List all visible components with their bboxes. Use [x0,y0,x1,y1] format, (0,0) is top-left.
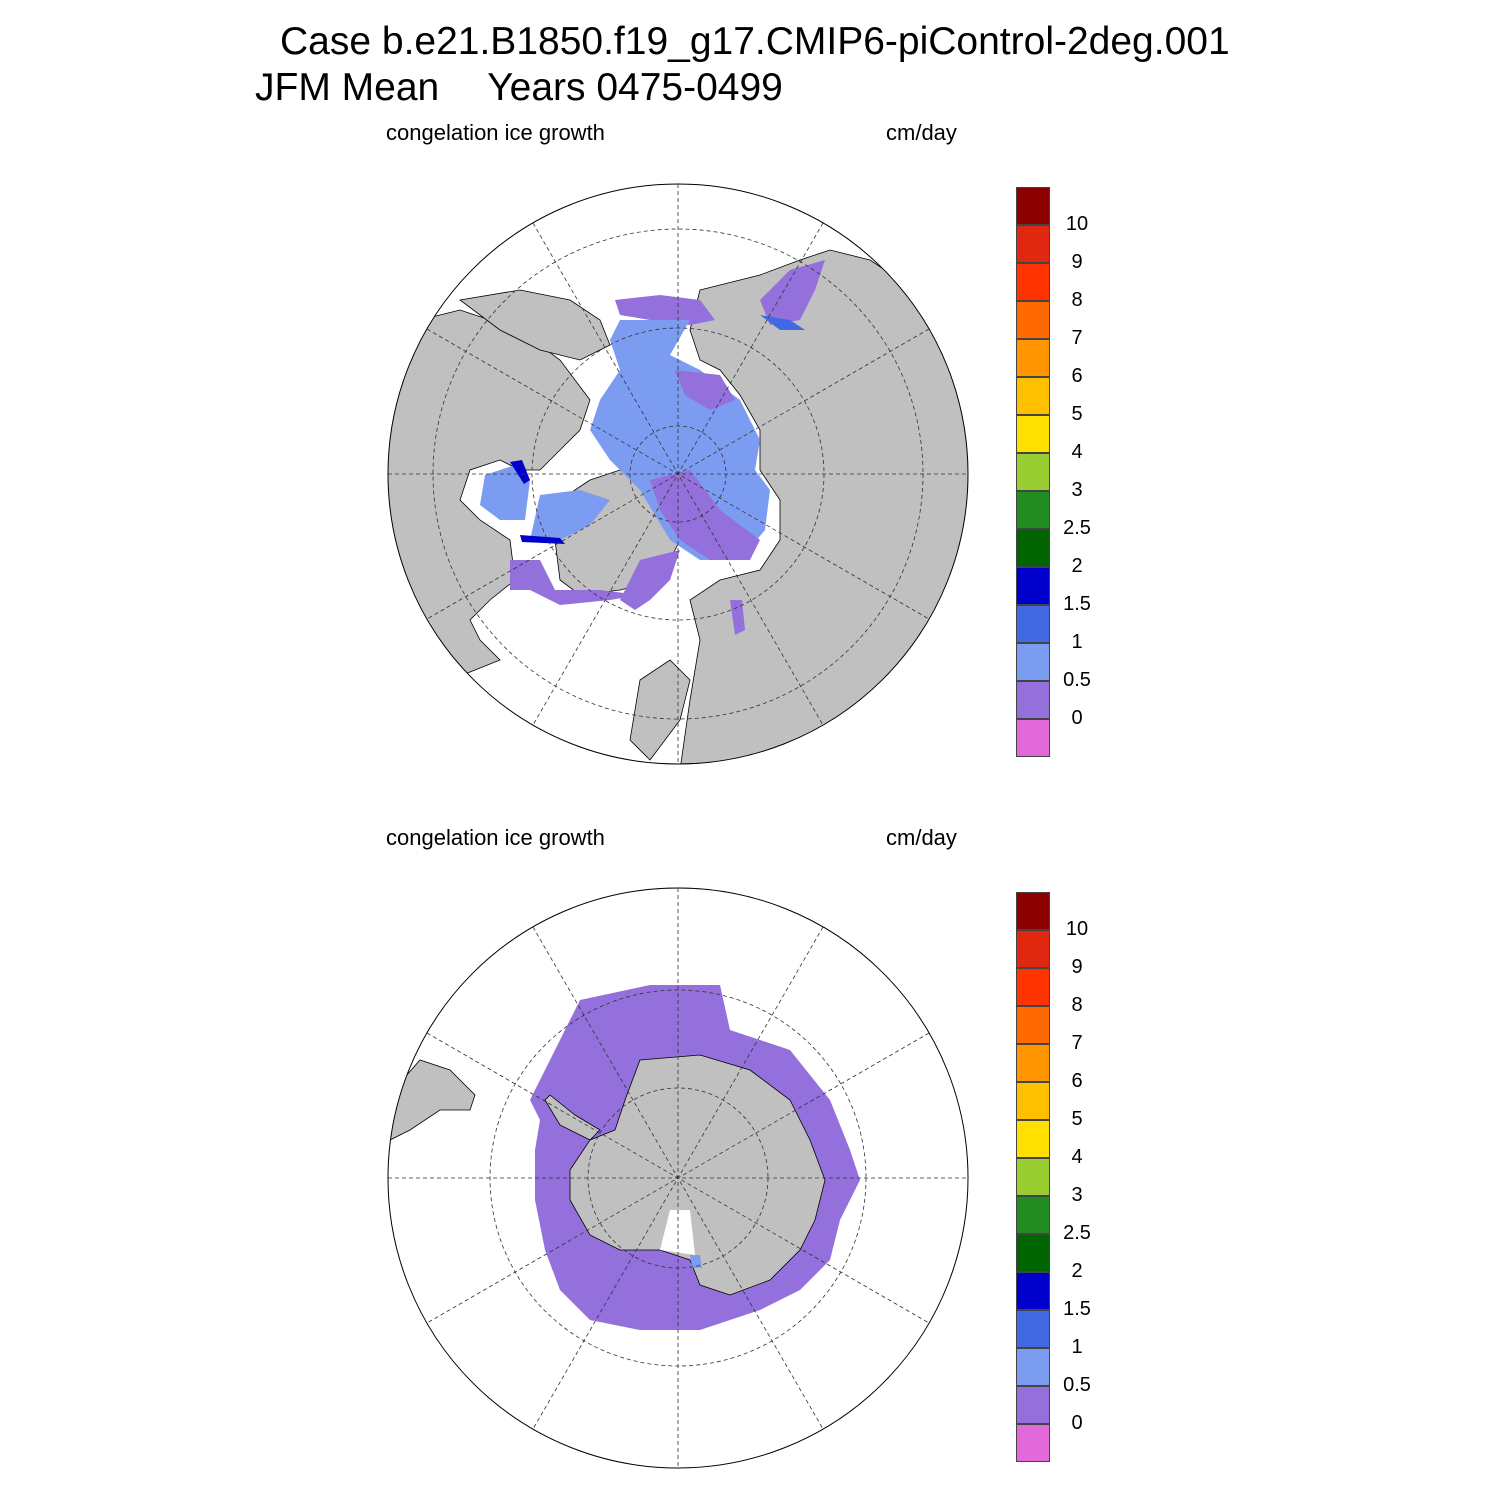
figure-season-title: JFM Mean Years 0475-0499 [255,66,783,110]
south-colorbar-swatch [1016,1006,1050,1044]
north-colorbar-label: 2.5 [1063,517,1091,539]
north-colorbar-label: 3 [1071,479,1083,501]
south-colorbar-swatch [1016,1082,1050,1120]
south-colorbar-label: 0.5 [1063,1374,1091,1396]
ice-central-arctic [590,320,770,560]
north-polar-map [387,183,969,765]
south-colorbar-label: 4 [1071,1146,1083,1168]
ice-barents-kara [650,470,760,560]
europe-land [629,659,691,761]
south-map-border [387,887,969,1469]
north-colorbar-swatch [1016,377,1050,415]
antarctica-land [569,1054,826,1296]
ice-labrador-sea [510,560,640,605]
north-colorbar-swatch [1016,301,1050,339]
north-colorbar-label: 0.5 [1063,669,1091,691]
south-colorbar-label: 10 [1065,918,1089,940]
south-variable-label: congelation ice growth [386,825,605,850]
north-colorbar-swatch [1016,187,1050,225]
south-colorbar-swatch [1016,968,1050,1006]
north-colorbar-swatch [1016,605,1050,643]
south-colorbar-swatch [1016,1310,1050,1348]
south-colorbar-label: 9 [1071,956,1083,978]
north-graticule [388,184,968,764]
figure-case-title: Case b.e21.B1850.f19_g17.CMIP6-piControl… [280,20,1230,63]
years-label: Years 0475-0499 [487,66,783,109]
south-colorbar-swatch [1016,1044,1050,1082]
north-colorbar-label: 8 [1071,289,1083,311]
north-colorbar-label: 1 [1071,631,1083,653]
south-units-label: cm/day [886,825,957,850]
south-colorbar-label: 0 [1071,1412,1083,1434]
south-colorbar-label: 1.5 [1063,1298,1091,1320]
north-colorbar-swatch [1016,567,1050,605]
north-colorbar-swatch [1016,415,1050,453]
north-colorbar-label: 0 [1071,707,1083,729]
ice-bering-sea [615,295,715,325]
ice-hudson-bay [480,465,530,520]
north-colorbar-label: 4 [1071,441,1083,463]
south-colorbar-swatch [1016,1120,1050,1158]
north-colorbar-label: 10 [1065,213,1089,235]
north-colorbar-label: 9 [1071,251,1083,273]
south-colorbar-swatch [1016,1158,1050,1196]
north-colorbar-swatch [1016,225,1050,263]
south-colorbar-label: 6 [1071,1070,1083,1092]
south-colorbar-label: 8 [1071,994,1083,1016]
south-colorbar-label: 5 [1071,1108,1083,1130]
north-colorbar-swatch [1016,453,1050,491]
north-variable-label: congelation ice growth [386,120,605,145]
south-america-land [388,1059,476,1141]
south-colorbar-swatch [1016,892,1050,930]
south-colorbar-label: 2 [1071,1260,1083,1282]
north-colorbar-label: 5 [1071,403,1083,425]
south-polar-map [387,887,969,1469]
north-colorbar-swatch [1016,643,1050,681]
south-colorbar-label: 1 [1071,1336,1083,1358]
ross-sea [660,1210,695,1255]
north-colorbar-swatch [1016,263,1050,301]
south-colorbar-label: 3 [1071,1184,1083,1206]
south-colorbar-label: 2.5 [1063,1222,1091,1244]
north-map-border [387,183,969,765]
south-colorbar-swatch [1016,1196,1050,1234]
north-colorbar-swatch [1016,529,1050,567]
ice-ross-edge [690,1255,702,1268]
south-colorbar-swatch [1016,1424,1050,1462]
north-colorbar-label: 1.5 [1063,593,1091,615]
ice-baffin-bay [530,490,610,540]
ice-okhotsk-edge [760,315,805,330]
south-colorbar-label: 7 [1071,1032,1083,1054]
north-units-label: cm/day [886,120,957,145]
season-label: JFM Mean [255,66,440,109]
north-colorbar-label: 2 [1071,555,1083,577]
south-colorbar-swatch [1016,1272,1050,1310]
south-colorbar-swatch [1016,930,1050,968]
ice-baffin-edge [520,535,565,544]
ice-hudson-edge [510,460,530,484]
north-colorbar-label: 7 [1071,327,1083,349]
north-colorbar-swatch [1016,491,1050,529]
north-colorbar-swatch [1016,719,1050,757]
south-colorbar-swatch [1016,1234,1050,1272]
north-colorbar-swatch [1016,681,1050,719]
north-colorbar-swatch [1016,339,1050,377]
north-colorbar-label: 6 [1071,365,1083,387]
south-colorbar: 0 0.5 1 1.5 2 2.5 3 4 5 6 7 8 9 10 [1016,892,1091,1462]
south-colorbar-swatch [1016,1348,1050,1386]
south-graticule [388,888,968,1468]
ice-okhotsk-sea [760,260,825,325]
ice-siberian-shelf [675,370,735,410]
south-colorbar-swatch [1016,1386,1050,1424]
north-colorbar: 0 0.5 1 1.5 2 2.5 3 4 5 6 7 8 9 10 [1016,187,1091,757]
